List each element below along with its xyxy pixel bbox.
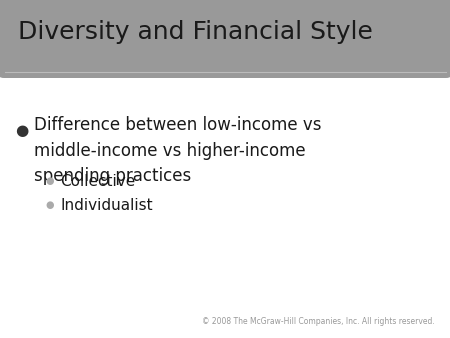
Text: ●: ● — [15, 123, 29, 138]
Text: Diversity and Financial Style: Diversity and Financial Style — [18, 20, 373, 44]
Bar — [4, 40, 446, 70]
Text: Individualist: Individualist — [60, 197, 153, 213]
Text: Collective: Collective — [60, 173, 135, 189]
Text: Difference between low-income vs
middle-income vs higher-income
spending practic: Difference between low-income vs middle-… — [34, 116, 321, 186]
FancyBboxPatch shape — [0, 0, 450, 78]
Text: ●: ● — [46, 200, 54, 210]
Text: © 2008 The McGraw-Hill Companies, Inc. All rights reserved.: © 2008 The McGraw-Hill Companies, Inc. A… — [202, 317, 435, 326]
Text: ●: ● — [46, 176, 54, 186]
